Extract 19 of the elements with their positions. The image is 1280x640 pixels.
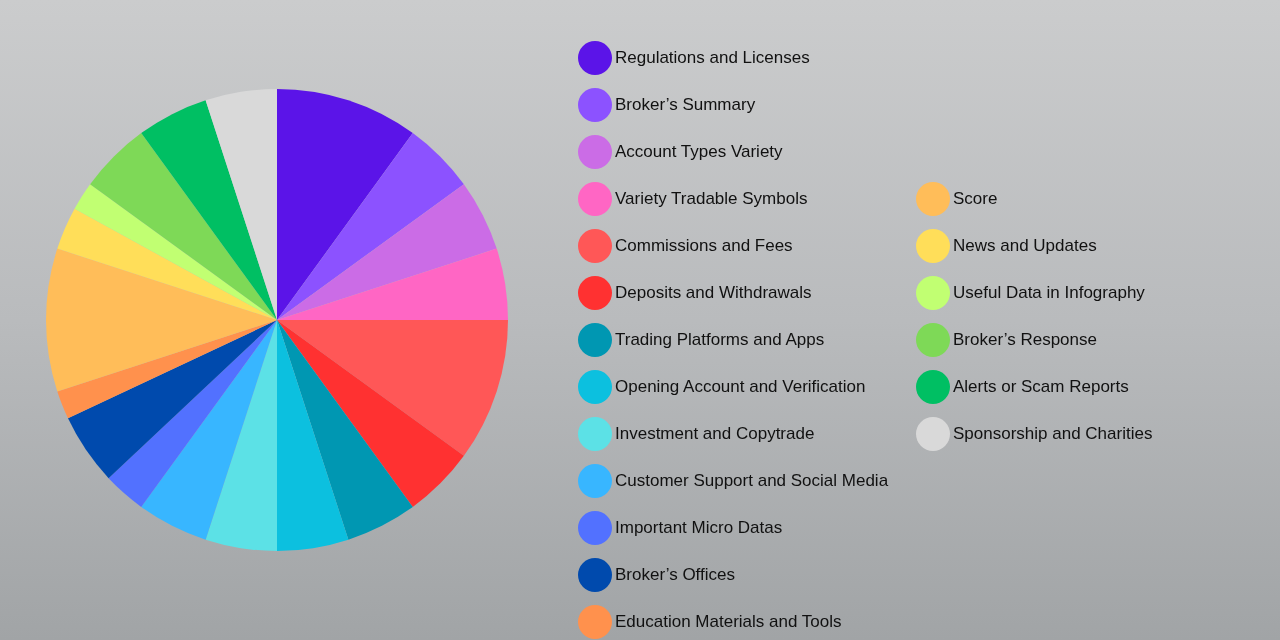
legend-label: Trading Platforms and Apps <box>615 330 825 350</box>
legend-label: Useful Data in Infography <box>953 283 1145 303</box>
legend-label: Account Types Variety <box>615 142 783 162</box>
legend-label: Score <box>953 189 998 209</box>
legend-label: Variety Tradable Symbols <box>615 189 808 209</box>
legend-label: News and Updates <box>953 236 1097 256</box>
legend-label: Alerts or Scam Reports <box>953 377 1129 397</box>
legend-label: Regulations and Licenses <box>615 48 810 68</box>
legend-label: Deposits and Withdrawals <box>615 283 812 303</box>
legend-label: Broker’s Response <box>953 330 1097 350</box>
legend-label: Sponsorship and Charities <box>953 424 1153 444</box>
legend-label: Broker’s Summary <box>615 95 756 115</box>
legend-label: Investment and Copytrade <box>615 424 815 444</box>
legend-label: Customer Support and Social Media <box>615 471 889 491</box>
legend-label: Opening Account and Verification <box>615 377 866 397</box>
legend-label: Commissions and Fees <box>615 236 793 256</box>
legend-label: Education Materials and Tools <box>615 612 842 632</box>
legend-label: Broker’s Offices <box>615 565 735 585</box>
legend-label: Important Micro Datas <box>615 518 783 538</box>
